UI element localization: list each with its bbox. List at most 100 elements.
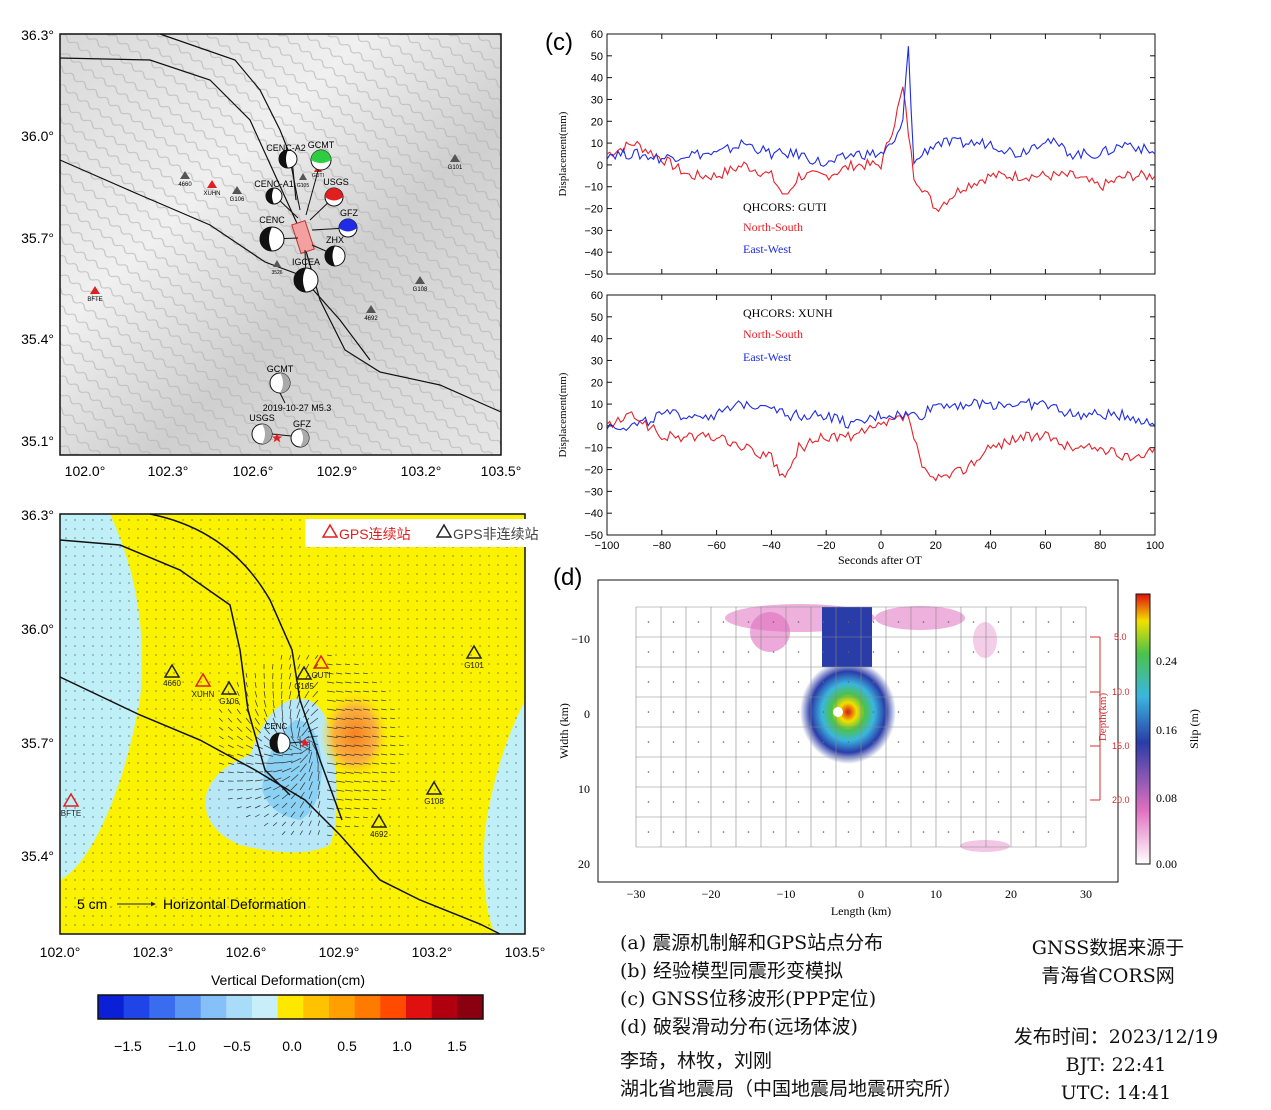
vector-dot: [425, 879, 427, 881]
vector-dot: [191, 897, 193, 899]
vector-dot: [218, 834, 220, 836]
vector-dot: [434, 591, 436, 593]
vector-dot: [479, 573, 481, 575]
vector-dot: [407, 717, 409, 719]
subfault-dot: [847, 801, 850, 803]
vector-dot: [299, 870, 301, 872]
vector-dot: [488, 582, 490, 584]
vector-dot: [515, 825, 517, 827]
vector-dot: [173, 861, 175, 863]
vector-dot: [398, 906, 400, 908]
vector-dot: [272, 582, 274, 584]
vector-dot: [119, 924, 121, 926]
subfault-dot: [1022, 651, 1025, 653]
vector-dot: [488, 789, 490, 791]
vector-dot: [272, 870, 274, 872]
vector-dot: [398, 591, 400, 593]
vector-dot: [452, 879, 454, 881]
vector-dot: [92, 645, 94, 647]
station-label: G101: [448, 165, 463, 171]
y-tick-label: 20: [591, 377, 603, 389]
vector-dot: [218, 519, 220, 521]
vector-dot: [425, 645, 427, 647]
vector-dot: [74, 582, 76, 584]
vector-dot: [245, 528, 247, 530]
vector-dot: [191, 600, 193, 602]
vector-dot: [236, 546, 238, 548]
deformation-vector: [296, 699, 301, 709]
deformation-vector: [227, 717, 233, 723]
vector-dot: [110, 771, 112, 773]
vector-dot: [227, 654, 229, 656]
vector-dot: [182, 645, 184, 647]
vector-dot: [416, 870, 418, 872]
vector-dot: [389, 591, 391, 593]
vector-dot: [452, 861, 454, 863]
vector-dot: [290, 564, 292, 566]
vector-dot: [488, 762, 490, 764]
vector-dot: [101, 879, 103, 881]
vector-dot: [461, 780, 463, 782]
vector-dot: [92, 798, 94, 800]
vector-dot: [137, 915, 139, 917]
vector-dot: [173, 906, 175, 908]
deformation-vector: [272, 717, 278, 727]
vector-dot: [146, 807, 148, 809]
deformation-vector: [290, 811, 296, 818]
vector-dot: [173, 780, 175, 782]
vector-dot: [218, 663, 220, 665]
vector-dot: [290, 627, 292, 629]
vector-dot: [443, 879, 445, 881]
vector-dot: [317, 924, 319, 926]
vector-dot: [146, 609, 148, 611]
vector-dot: [83, 564, 85, 566]
deformation-vector: [335, 681, 343, 684]
vector-dot: [416, 816, 418, 818]
deformation-vector: [307, 739, 319, 746]
vector-dot: [110, 528, 112, 530]
subfault-dot: [1047, 681, 1050, 683]
vector-dot: [164, 780, 166, 782]
subfault-dot: [922, 801, 925, 803]
deformation-vector: [335, 717, 346, 720]
vector-dot: [425, 582, 427, 584]
vector-dot: [425, 852, 427, 854]
vector-dot: [155, 573, 157, 575]
vector-dot: [182, 780, 184, 782]
vector-dot: [200, 591, 202, 593]
vector-dot: [290, 609, 292, 611]
vector-dot: [290, 897, 292, 899]
vector-dot: [407, 888, 409, 890]
vector-dot: [479, 726, 481, 728]
vector-dot: [200, 771, 202, 773]
vector-dot: [74, 771, 76, 773]
vector-dot: [74, 879, 76, 881]
vector-dot: [128, 627, 130, 629]
vector-dot: [155, 834, 157, 836]
deformation-vector: [245, 753, 254, 757]
panel-b-lon-axis: 102.0° 102.3° 102.6° 102.9° 103.2° 103.5…: [40, 944, 546, 960]
vector-dot: [290, 537, 292, 539]
vector-dot: [110, 681, 112, 683]
deformation-vector: [263, 717, 269, 726]
deformation-vector: [299, 763, 307, 773]
subfault-dot: [672, 771, 675, 773]
vector-dot: [209, 906, 211, 908]
vector-dot: [254, 636, 256, 638]
vector-dot: [443, 816, 445, 818]
y-tick-label: −10: [584, 443, 603, 455]
vector-dot: [434, 861, 436, 863]
vector-dot: [506, 834, 508, 836]
vector-dot: [380, 852, 382, 854]
vector-dot: [218, 897, 220, 899]
vector-dot: [434, 816, 436, 818]
vector-dot: [443, 708, 445, 710]
vector-dot: [74, 573, 76, 575]
vector-dot: [443, 906, 445, 908]
vector-dot: [461, 654, 463, 656]
vector-dot: [146, 654, 148, 656]
vector-dot: [488, 591, 490, 593]
vector-dot: [425, 573, 427, 575]
vector-dot: [74, 852, 76, 854]
vector-dot: [362, 870, 364, 872]
